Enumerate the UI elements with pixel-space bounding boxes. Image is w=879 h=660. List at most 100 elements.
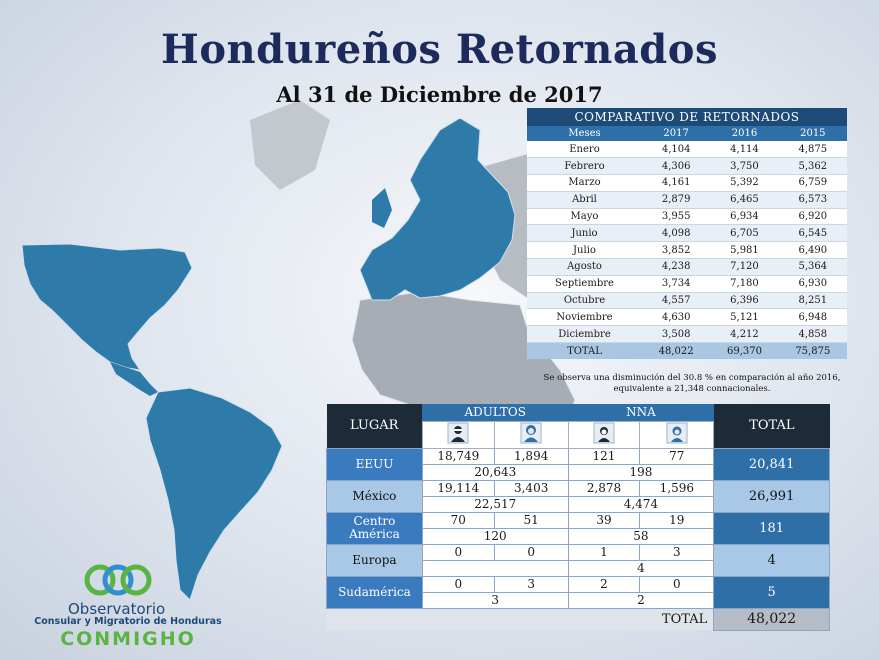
value-cell: 6,545 xyxy=(778,224,847,243)
table-row: EEUU 18,749 1,894 121 77 20,841 xyxy=(326,447,830,481)
value-cell: 6,573 xyxy=(778,191,847,209)
total-2016: 69,370 xyxy=(710,342,779,360)
col-meses: Meses xyxy=(527,126,642,141)
value-cell: 6,759 xyxy=(778,174,847,192)
value-cell: 4,630 xyxy=(641,308,711,327)
table-row: Febrero 4,306 3,750 5,362 xyxy=(527,157,847,176)
value-cell: 1,596 xyxy=(639,479,715,497)
month-cell: Enero xyxy=(527,141,642,159)
comparativo-header-row: Meses 2017 2016 2015 xyxy=(527,126,847,141)
value-cell: 3 xyxy=(639,543,715,561)
value-cell: 2,879 xyxy=(641,191,711,209)
grand-total-row: TOTAL 48,022 xyxy=(326,607,830,631)
lugar-sudamerica: Sudamérica xyxy=(326,575,423,609)
total-cell: 26,991 xyxy=(713,479,830,513)
month-cell: Julio xyxy=(527,241,642,260)
logo-line-1: Observatorio xyxy=(68,600,166,618)
value-cell: 39 xyxy=(567,511,641,529)
month-cell: Marzo xyxy=(527,174,642,192)
table-row: Sudamérica 0 3 2 0 5 xyxy=(326,575,830,609)
table-row: Septiembre 3,734 7,180 6,930 xyxy=(527,275,847,293)
lugar-header-row: LUGAR ADULTOS NNA TOTAL xyxy=(326,404,830,448)
value-cell: 19 xyxy=(639,511,715,529)
adultos-subtotal xyxy=(421,559,569,577)
lugar-table: LUGAR ADULTOS NNA TOTAL EEUU 18,749 1,89… xyxy=(326,404,830,631)
total-cell: 20,841 xyxy=(713,447,830,481)
comparativo-caption: COMPARATIVO DE RETORNADOS xyxy=(527,108,847,126)
greenland-shape xyxy=(250,100,330,190)
value-cell: 0 xyxy=(421,543,495,561)
month-cell: Noviembre xyxy=(527,308,642,327)
col-2017: 2017 xyxy=(641,126,711,141)
value-cell: 5,981 xyxy=(710,241,779,260)
table-row: 22,517 4,474 xyxy=(327,495,830,513)
table-row: Centro América 70 51 39 19 181 xyxy=(326,511,830,545)
value-cell: 4,557 xyxy=(641,292,711,310)
child-girl-icon xyxy=(639,420,715,449)
col-2016: 2016 xyxy=(710,126,779,141)
total-cell: 181 xyxy=(713,511,830,545)
adult-man-icon xyxy=(421,420,495,449)
page-title: Hondureños Retornados xyxy=(161,26,718,73)
value-cell: 0 xyxy=(639,575,715,593)
table-row: Europa 0 0 1 3 4 xyxy=(326,543,830,577)
value-cell: 3,403 xyxy=(493,479,569,497)
south-america-shape xyxy=(145,387,283,601)
child-boy-icon xyxy=(567,420,641,449)
table-row: Octubre 4,557 6,396 8,251 xyxy=(527,292,847,310)
lugar-header: LUGAR xyxy=(326,404,423,448)
value-cell: 6,948 xyxy=(778,308,847,327)
page-subtitle: Al 31 de Diciembre de 2017 xyxy=(276,82,603,107)
value-cell: 3,750 xyxy=(710,157,779,176)
value-cell: 4,875 xyxy=(778,141,847,159)
note-line-2: equivalente a 21,348 connacionales. xyxy=(613,384,771,394)
value-cell: 0 xyxy=(421,575,495,593)
adultos-subtotal: 20,643 xyxy=(421,463,569,481)
nna-subtotal: 2 xyxy=(567,591,715,609)
value-cell: 5,392 xyxy=(710,174,779,192)
value-cell: 77 xyxy=(639,447,715,465)
value-cell: 2,878 xyxy=(567,479,641,497)
north-america-shape xyxy=(21,243,193,371)
value-cell: 6,934 xyxy=(710,208,779,226)
grand-total-label: TOTAL xyxy=(326,608,714,630)
month-cell: Diciembre xyxy=(527,325,642,344)
table-row: Marzo 4,161 5,392 6,759 xyxy=(527,174,847,192)
month-cell: Septiembre xyxy=(527,275,642,293)
value-cell: 5,364 xyxy=(778,258,847,276)
total-2017: 48,022 xyxy=(641,342,711,360)
value-cell: 3,508 xyxy=(641,325,711,344)
value-cell: 4,098 xyxy=(641,224,711,243)
value-cell: 4,858 xyxy=(778,325,847,344)
lugar-centro-america: Centro América xyxy=(326,511,423,545)
month-cell: Junio xyxy=(527,224,642,243)
table-row: Julio 3,852 5,981 6,490 xyxy=(527,241,847,260)
note-line-1: Se observa una disminución del 30.8 % en… xyxy=(543,373,841,383)
table-row: 3 2 xyxy=(327,591,830,609)
value-cell: 4,306 xyxy=(641,157,711,176)
nna-subtotal: 58 xyxy=(567,527,715,545)
logo-line-2: Consular y Migratorio de Honduras xyxy=(34,616,222,627)
table-row: México 19,114 3,403 2,878 1,596 26,991 xyxy=(326,479,830,513)
adultos-subtotal: 22,517 xyxy=(421,495,569,513)
value-cell: 6,705 xyxy=(710,224,779,243)
value-cell: 70 xyxy=(421,511,495,529)
total-2015: 75,875 xyxy=(778,342,847,360)
value-cell: 4,212 xyxy=(710,325,779,344)
uk-shape xyxy=(372,188,392,228)
value-cell: 3,852 xyxy=(641,241,711,260)
value-cell: 18,749 xyxy=(421,447,495,465)
total-header: TOTAL xyxy=(713,404,830,448)
comparativo-total-row: TOTAL 48,022 69,370 75,875 xyxy=(527,342,847,360)
grand-total-value: 48,022 xyxy=(713,607,830,631)
month-cell: Febrero xyxy=(527,157,642,176)
value-cell: 6,930 xyxy=(778,275,847,293)
table-row: Junio 4,098 6,705 6,545 xyxy=(527,224,847,243)
value-cell: 51 xyxy=(493,511,569,529)
value-cell: 7,120 xyxy=(710,258,779,276)
value-cell: 7,180 xyxy=(710,275,779,293)
table-row: 20,643 198 xyxy=(327,463,830,481)
nna-subtotal: 198 xyxy=(567,463,715,481)
value-cell: 3,955 xyxy=(641,208,711,226)
value-cell: 6,920 xyxy=(778,208,847,226)
